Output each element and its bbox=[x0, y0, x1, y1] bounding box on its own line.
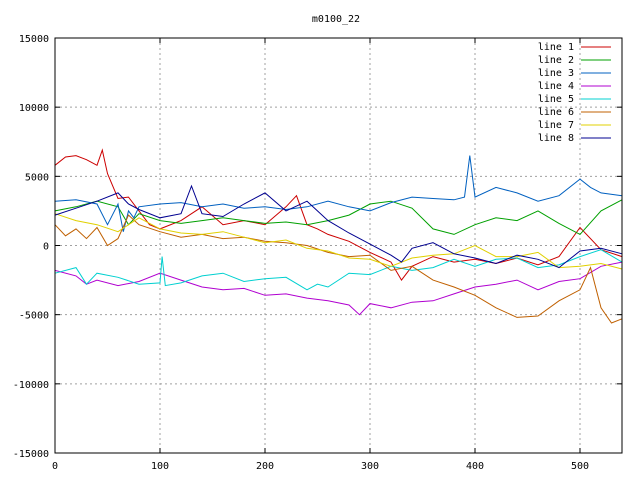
series-line-8 bbox=[54, 184, 623, 269]
grid bbox=[55, 38, 622, 453]
legend-label-6: line 6 bbox=[538, 107, 574, 118]
ticks: 0 100 200 300 400 500 -15000 -10000 -5000 0 5000 10… bbox=[13, 34, 622, 472]
chart-title: m0100_22 bbox=[312, 14, 360, 25]
legend-label-7: line 7 bbox=[538, 120, 574, 131]
legend-label-8: line 8 bbox=[538, 133, 574, 144]
y-tick-label: -15000 bbox=[13, 449, 49, 460]
series-line-4 bbox=[54, 261, 623, 316]
legend: line 1 line 2 line 3 line 4 line 5 line 6 line… bbox=[538, 42, 611, 144]
legend-label-1: line 1 bbox=[538, 42, 574, 53]
series-line-6 bbox=[54, 214, 623, 324]
x-tick-label: 100 bbox=[151, 461, 169, 472]
x-tick-label: 300 bbox=[361, 461, 379, 472]
y-tick-label: 0 bbox=[43, 242, 49, 253]
y-tick-label: -5000 bbox=[19, 311, 49, 322]
series-layer bbox=[54, 148, 623, 324]
legend-label-2: line 2 bbox=[538, 55, 574, 66]
y-tick-label: 15000 bbox=[19, 34, 49, 45]
x-tick-label: 0 bbox=[52, 461, 58, 472]
y-tick-label: 5000 bbox=[25, 172, 49, 183]
x-tick-label: 200 bbox=[256, 461, 274, 472]
y-tick-label: -10000 bbox=[13, 380, 49, 391]
y-tick-label: 10000 bbox=[19, 103, 49, 114]
x-tick-label: 500 bbox=[571, 461, 589, 472]
x-tick-label: 400 bbox=[466, 461, 484, 472]
series-line-5 bbox=[54, 249, 623, 291]
legend-label-5: line 5 bbox=[538, 94, 574, 105]
legend-label-4: line 4 bbox=[538, 81, 574, 92]
series-line-7 bbox=[54, 213, 623, 270]
legend-label-3: line 3 bbox=[538, 68, 574, 79]
